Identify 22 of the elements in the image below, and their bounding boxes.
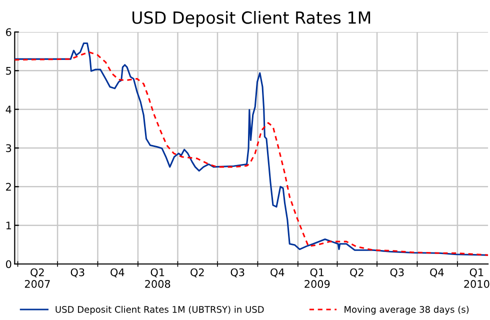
y-tick-label: 5 bbox=[6, 67, 12, 75]
x-tick-label: Q2 2007 bbox=[24, 268, 50, 288]
x-tick-label: Q1 2008 bbox=[145, 268, 170, 288]
x-tick-label: Q3 bbox=[390, 268, 404, 278]
x-tick-label: Q1 2010 bbox=[464, 268, 490, 288]
x-tick-label: Q3 bbox=[70, 268, 84, 278]
x-tick-label: Q4 bbox=[110, 268, 124, 278]
y-tick-label: 3 bbox=[6, 144, 12, 152]
x-tick-label: Q2 bbox=[190, 268, 204, 278]
y-tick-label: 6 bbox=[6, 28, 12, 36]
y-tick-label: 0 bbox=[6, 260, 12, 268]
y-tick-label: 1 bbox=[6, 222, 11, 230]
chart-title: USD Deposit Client Rates 1M bbox=[132, 11, 370, 28]
y-tick-label: 4 bbox=[6, 106, 12, 114]
x-tick-label: Q1 2009 bbox=[304, 268, 330, 288]
legend-label: Moving average 38 days (s) bbox=[344, 306, 469, 315]
x-tick-label: Q3 bbox=[230, 268, 244, 278]
y-tick-label: 2 bbox=[6, 182, 11, 191]
x-tick-label: Q4 bbox=[430, 268, 444, 278]
legend-label: USD Deposit Client Rates 1M (UBTRSY) in USD bbox=[56, 306, 264, 315]
x-tick-label: Q4 bbox=[270, 268, 284, 278]
x-tick-label: Q2 bbox=[350, 268, 364, 278]
